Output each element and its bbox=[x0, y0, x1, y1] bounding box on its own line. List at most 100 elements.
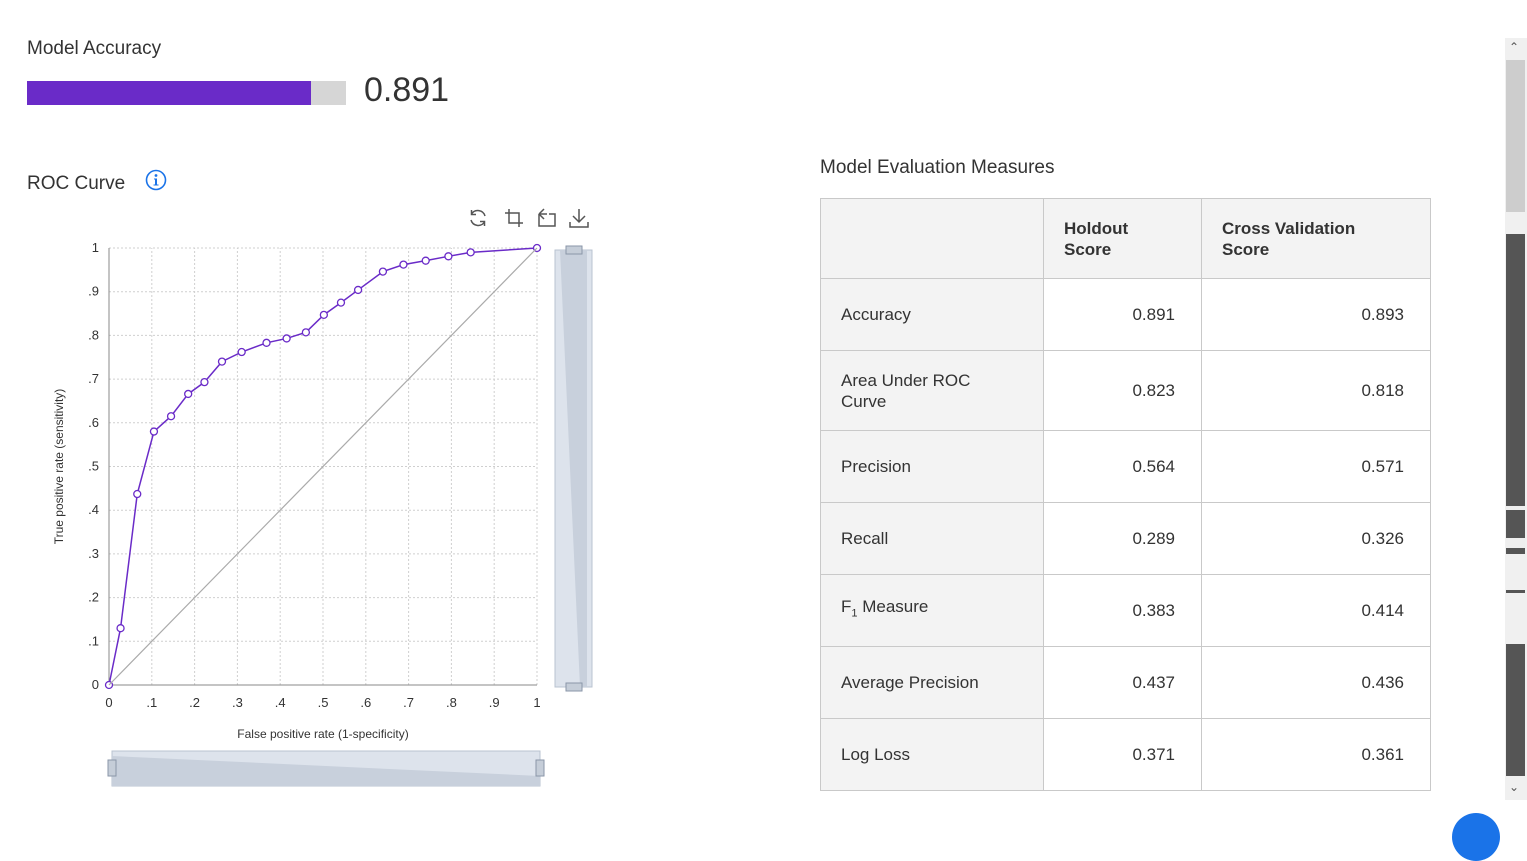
row-label-line2: Curve bbox=[841, 391, 887, 411]
cv-value: 0.571 bbox=[1201, 430, 1431, 503]
y-tick-label: .5 bbox=[88, 459, 99, 474]
crop-select-icon[interactable] bbox=[503, 207, 525, 229]
horizontal-zoom-handle-right[interactable] bbox=[535, 759, 545, 777]
table-row: Area Under ROC Curve 0.823 0.818 bbox=[820, 350, 1431, 431]
y-tick-label: .2 bbox=[88, 590, 99, 605]
header-empty bbox=[820, 198, 1044, 279]
roc-point[interactable] bbox=[133, 489, 142, 499]
scroll-marker-band bbox=[1506, 234, 1525, 470]
roc-point[interactable] bbox=[444, 252, 453, 261]
header-holdout: Holdout Score bbox=[1043, 198, 1202, 279]
vertical-zoom-handle-bottom[interactable] bbox=[565, 682, 583, 692]
row-label: Average Precision bbox=[820, 646, 1044, 719]
scroll-marker-gap bbox=[1506, 538, 1525, 548]
row-label: Precision bbox=[820, 430, 1044, 503]
scroll-down-icon[interactable]: ⌄ bbox=[1509, 780, 1520, 794]
roc-point[interactable] bbox=[399, 260, 408, 269]
roc-point[interactable] bbox=[301, 328, 311, 337]
roc-point[interactable] bbox=[378, 267, 388, 276]
roc-point[interactable] bbox=[149, 427, 159, 436]
table-row: Average Precision 0.437 0.436 bbox=[820, 646, 1431, 719]
roc-title: ROC Curve bbox=[27, 173, 126, 194]
y-tick-label: .9 bbox=[88, 284, 99, 299]
horizontal-zoom-handle-left[interactable] bbox=[107, 759, 117, 777]
accuracy-value: 0.891 bbox=[364, 71, 450, 109]
header-holdout-line1: Holdout bbox=[1064, 218, 1129, 238]
roc-point[interactable] bbox=[184, 389, 193, 399]
y-tick-label: .6 bbox=[88, 415, 99, 430]
help-chat-button[interactable] bbox=[1452, 813, 1500, 861]
y-tick-label: 1 bbox=[92, 240, 99, 255]
row-label-rest: Measure bbox=[857, 597, 929, 617]
holdout-value: 0.891 bbox=[1043, 278, 1202, 351]
cv-value: 0.326 bbox=[1201, 502, 1431, 575]
roc-point[interactable] bbox=[116, 624, 125, 633]
cv-value: 0.414 bbox=[1201, 574, 1431, 647]
roc-point[interactable] bbox=[166, 412, 176, 421]
roc-chart: 0 .1 .2 .3 .4 .5 .6 .7 .8 .9 1 0 .1 .2 .3 .4 .5 .6 .7 .8 .9 1… bbox=[52, 240, 593, 787]
scroll-marker-band bbox=[1506, 510, 1525, 538]
holdout-value: 0.371 bbox=[1043, 718, 1202, 791]
roc-point[interactable] bbox=[421, 256, 430, 265]
x-tick-label: .5 bbox=[318, 695, 329, 710]
scroll-marker-band bbox=[1506, 644, 1525, 776]
x-tick-label: 1 bbox=[533, 695, 540, 710]
y-tick-label: .4 bbox=[88, 502, 99, 517]
x-tick-label: .3 bbox=[232, 695, 243, 710]
y-tick-label: .3 bbox=[88, 546, 99, 561]
scroll-marker-gap bbox=[1506, 506, 1525, 510]
refresh-icon[interactable] bbox=[467, 207, 489, 229]
scroll-marker-band bbox=[1506, 548, 1525, 554]
x-tick-label: .6 bbox=[360, 695, 371, 710]
table-title: Model Evaluation Measures bbox=[820, 157, 1055, 178]
scrollbar-thumb[interactable] bbox=[1506, 60, 1525, 212]
roc-point[interactable] bbox=[237, 347, 246, 357]
table-row: Accuracy 0.891 0.893 bbox=[820, 278, 1431, 351]
row-label-line1: Area Under ROC bbox=[841, 370, 971, 390]
reset-zoom-icon[interactable] bbox=[536, 207, 558, 229]
table-row: Precision 0.564 0.571 bbox=[820, 430, 1431, 503]
table-row: F1 Measure 0.383 0.414 bbox=[820, 574, 1431, 647]
roc-point[interactable] bbox=[282, 334, 291, 343]
evaluation-table: Holdout Score Cross Validation Score Acc… bbox=[820, 198, 1431, 791]
holdout-value: 0.823 bbox=[1043, 350, 1202, 431]
download-icon[interactable] bbox=[568, 207, 590, 229]
roc-point[interactable] bbox=[466, 248, 475, 257]
y-axis-label: True positive rate (sensitivity) bbox=[52, 389, 66, 545]
horizontal-zoom-shadow bbox=[112, 756, 540, 786]
table-row: Recall 0.289 0.326 bbox=[820, 502, 1431, 575]
vertical-zoom-handle-top[interactable] bbox=[565, 245, 583, 255]
table-row: Log Loss 0.371 0.361 bbox=[820, 718, 1431, 791]
holdout-value: 0.437 bbox=[1043, 646, 1202, 719]
accuracy-title: Model Accuracy bbox=[27, 38, 162, 59]
roc-point[interactable] bbox=[319, 310, 329, 320]
x-tick-label: 0 bbox=[105, 695, 112, 710]
row-label: Recall bbox=[820, 502, 1044, 575]
y-tick-label: .8 bbox=[88, 327, 99, 342]
holdout-value: 0.289 bbox=[1043, 502, 1202, 575]
info-circle-icon[interactable] bbox=[145, 169, 167, 191]
x-tick-label: .9 bbox=[489, 695, 500, 710]
holdout-value: 0.383 bbox=[1043, 574, 1202, 647]
header-cv-line2: Score bbox=[1222, 239, 1270, 259]
holdout-value: 0.564 bbox=[1043, 430, 1202, 503]
x-tick-label: .8 bbox=[446, 695, 457, 710]
x-tick-label: .1 bbox=[146, 695, 157, 710]
scroll-up-icon[interactable]: ⌃ bbox=[1509, 40, 1520, 54]
vertical-scrollbar[interactable]: ⌃ ⌄ bbox=[1505, 38, 1527, 800]
row-label: Area Under ROC Curve bbox=[820, 350, 1044, 431]
y-tick-label: .1 bbox=[88, 633, 99, 648]
x-tick-label: .7 bbox=[403, 695, 414, 710]
scroll-marker-band bbox=[1506, 590, 1525, 593]
row-label: Accuracy bbox=[820, 278, 1044, 351]
roc-point[interactable] bbox=[336, 298, 346, 307]
row-label-main: F bbox=[841, 597, 852, 617]
roc-point[interactable] bbox=[262, 338, 271, 347]
roc-point[interactable] bbox=[217, 357, 227, 366]
cv-value: 0.361 bbox=[1201, 718, 1431, 791]
accuracy-bar-fill bbox=[27, 81, 312, 105]
roc-point[interactable] bbox=[353, 285, 363, 295]
roc-point[interactable] bbox=[200, 378, 209, 387]
baseline-diagonal-line bbox=[108, 247, 538, 686]
vertical-zoom-shadow bbox=[560, 250, 587, 687]
